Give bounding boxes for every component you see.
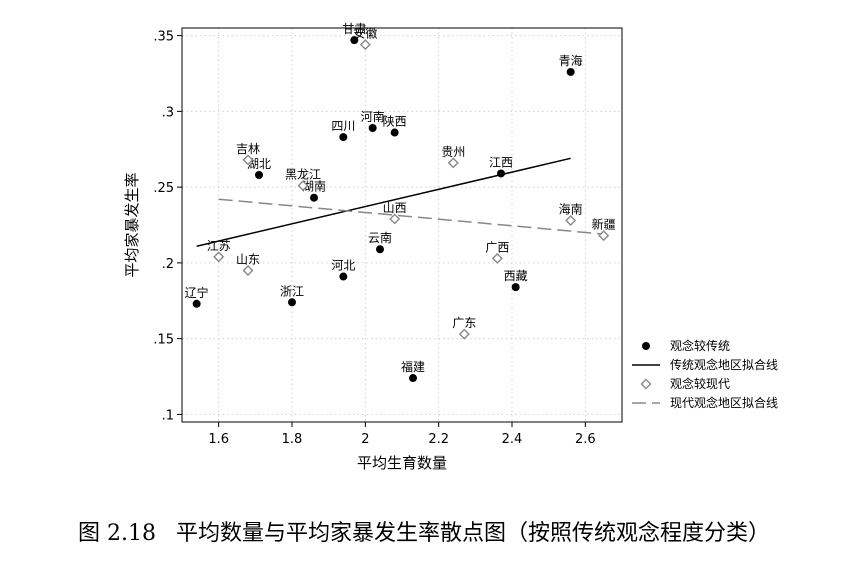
traditional-point — [511, 283, 520, 292]
y-tick-label: .25 — [153, 181, 174, 196]
figure-number: 图 2.18 — [78, 521, 156, 546]
traditional-point — [192, 299, 201, 308]
y-axis: .1 .15 .2 .25 .3 .35 — [153, 30, 182, 423]
data-points: 甘肃青海河南四川 陕西湖北 江西湖南云南河北西藏辽宁 浙江福建安徽吉林黑龙江贵州山西海… — [185, 22, 616, 383]
traditional-fit-line — [196, 157, 571, 247]
point-label: 河北 — [331, 259, 355, 273]
x-tick-label: 1.6 — [208, 432, 229, 447]
y-axis-title: 平均家暴发生率 — [123, 172, 141, 277]
scatter-chart: 1.6 1.8 2 2.2 2.4 2.6 .1.15.2.25.3.35 平均生育数量 … — [123, 22, 778, 472]
modern-point — [389, 213, 401, 225]
modern-point — [213, 251, 225, 263]
point-label: 贵州 — [441, 145, 465, 159]
point-label: 黑龙江 — [285, 168, 321, 182]
modern-point — [242, 154, 254, 166]
point-label: 江苏 — [207, 239, 231, 253]
modern-point — [242, 264, 254, 276]
y-tick-label: .3 — [162, 105, 174, 120]
point-label: 广东 — [452, 316, 476, 330]
traditional-point — [310, 193, 318, 202]
modern-point — [447, 157, 459, 169]
x-tick-label: 2.6 — [575, 432, 596, 447]
legend-label: 观念较传统 — [670, 338, 730, 353]
traditional-point — [376, 245, 384, 254]
y-tick-label: .15 — [153, 333, 174, 348]
modern-point — [598, 230, 610, 242]
x-tick-label: 2 — [361, 432, 369, 447]
point-label: 辽宁 — [185, 285, 209, 300]
x-tick-label: 1.8 — [282, 432, 303, 447]
traditional-point — [566, 67, 575, 76]
traditional-point — [255, 170, 263, 179]
x-axis-title: 平均生育数量 — [357, 454, 447, 472]
traditional-point — [339, 272, 348, 281]
point-label: 山东 — [236, 252, 260, 266]
legend-label: 现代观念地区拟合线 — [670, 395, 778, 410]
y-tick-label: .1 — [162, 408, 174, 423]
figure-caption: 图 2.18 平均数量与平均家暴发生率散点图（按照传统观念程度分类） — [0, 515, 848, 547]
modern-point — [565, 214, 577, 226]
point-label: 广西 — [485, 240, 509, 254]
traditional-point — [497, 169, 505, 178]
modern-fit-line — [218, 198, 604, 235]
modern-point — [359, 39, 371, 51]
y-tick-label: .35 — [153, 30, 174, 45]
modern-point — [458, 328, 470, 340]
traditional-point — [350, 36, 359, 45]
point-label: 陕西 — [383, 114, 407, 129]
point-label: 湖南 — [302, 179, 326, 194]
point-label: 安徽 — [353, 26, 377, 41]
x-tick-label: 2.2 — [428, 432, 449, 447]
legend-circle-swatch — [642, 342, 650, 350]
point-label: 福建 — [401, 359, 425, 374]
traditional-point — [368, 124, 377, 133]
traditional-point — [390, 128, 399, 137]
point-label: 甘肃 — [342, 22, 366, 36]
x-tick-label: 2.4 — [502, 432, 523, 447]
point-label: 四川 — [331, 119, 355, 133]
point-label: 山西 — [383, 201, 407, 215]
figure-caption-text: 平均数量与平均家暴发生率散点图（按照传统观念程度分类） — [175, 521, 770, 546]
y-tick-label: .2 — [162, 257, 174, 272]
point-label: 青海 — [559, 53, 583, 68]
legend-label: 传统观念地区拟合线 — [670, 357, 778, 372]
modern-point — [297, 180, 309, 192]
plot-frame — [181, 27, 623, 423]
modern-point — [491, 252, 503, 264]
traditional-point — [288, 298, 296, 307]
traditional-point — [339, 133, 348, 142]
x-axis: 1.6 1.8 2 2.2 2.4 2.6 — [208, 422, 596, 447]
legend-label: 观念较现代 — [670, 376, 730, 391]
point-label: 浙江 — [280, 284, 304, 298]
point-label: 吉林 — [236, 142, 260, 156]
fit-lines — [196, 157, 604, 247]
point-label: 西藏 — [504, 269, 528, 283]
legend-diamond-swatch — [640, 378, 652, 390]
point-label: 云南 — [368, 230, 392, 245]
point-label: 新疆 — [592, 217, 616, 232]
point-label: 江西 — [489, 155, 513, 169]
point-label: 海南 — [559, 201, 583, 216]
grid — [182, 28, 622, 422]
traditional-point — [409, 374, 417, 383]
point-label: 河南 — [361, 109, 385, 124]
